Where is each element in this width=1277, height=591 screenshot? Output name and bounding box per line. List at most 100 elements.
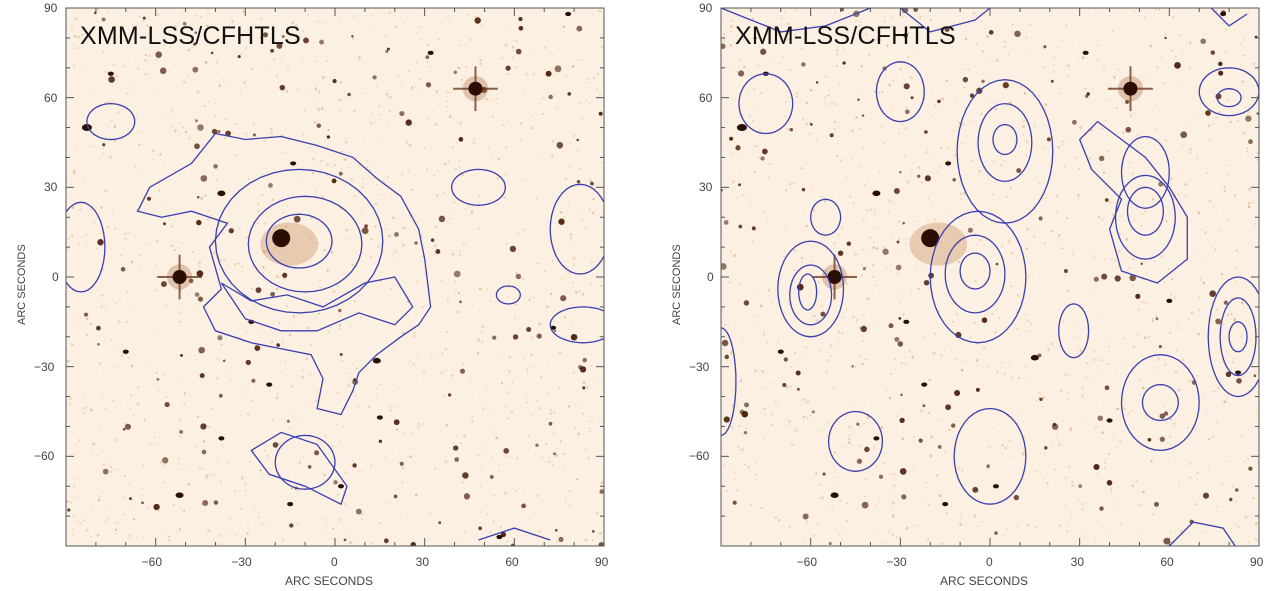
source	[1225, 371, 1232, 378]
source	[438, 215, 446, 223]
source	[339, 353, 343, 356]
source	[899, 468, 907, 475]
source	[924, 175, 931, 182]
source	[986, 464, 990, 468]
source	[560, 295, 567, 302]
source	[795, 370, 801, 376]
source	[743, 431, 748, 435]
source	[1037, 353, 1042, 358]
contour-line	[1141, 383, 1179, 422]
y-tick-label: 0	[52, 270, 59, 284]
contour-line	[899, 8, 991, 33]
source	[180, 353, 183, 357]
source	[218, 393, 223, 398]
source	[202, 499, 209, 507]
source	[386, 47, 390, 51]
source	[1039, 397, 1043, 402]
contour-line	[450, 168, 507, 206]
source	[995, 262, 999, 266]
bright-galaxy	[372, 357, 381, 364]
source	[1014, 30, 1021, 38]
y-tick-label: −60	[689, 449, 710, 464]
source	[279, 84, 286, 91]
source	[801, 187, 806, 192]
source	[1013, 494, 1020, 501]
source	[815, 81, 819, 84]
source	[399, 461, 404, 466]
source	[903, 32, 909, 38]
contour-line	[1168, 521, 1236, 546]
source	[918, 438, 923, 443]
source	[590, 181, 594, 186]
source	[981, 317, 988, 324]
y-tick-label: 30	[699, 180, 713, 195]
source	[102, 143, 106, 147]
source	[182, 21, 187, 26]
contour-line	[721, 327, 737, 437]
source	[783, 357, 788, 362]
source	[326, 135, 331, 139]
source	[201, 449, 207, 455]
source	[553, 452, 556, 456]
source	[447, 393, 452, 397]
source	[96, 325, 101, 331]
bright-galaxy	[1220, 11, 1227, 17]
source	[314, 450, 320, 456]
source	[361, 227, 369, 235]
contour-line	[1114, 174, 1176, 260]
source	[188, 278, 194, 284]
source	[1235, 488, 1239, 492]
source	[1135, 293, 1141, 299]
source	[268, 183, 273, 188]
contour-line	[478, 527, 551, 541]
source	[721, 263, 727, 270]
source	[1253, 374, 1257, 378]
x-tick-label: 90	[595, 555, 609, 569]
source	[210, 51, 214, 55]
source	[558, 218, 565, 225]
bright-galaxy	[496, 534, 503, 540]
source	[162, 457, 169, 464]
source	[732, 500, 737, 505]
source	[842, 61, 846, 65]
source	[972, 486, 979, 493]
source	[458, 137, 464, 142]
source	[1229, 497, 1233, 502]
source	[293, 215, 301, 223]
source	[893, 188, 900, 194]
source	[862, 267, 866, 271]
source	[753, 36, 757, 40]
y-tick-label: 90	[44, 1, 58, 15]
bright-galaxy	[872, 190, 881, 197]
plot-frame	[720, 7, 1260, 547]
source	[160, 281, 167, 288]
x-tick-label: 60	[1160, 555, 1174, 569]
y-tick-label: −30	[689, 359, 710, 374]
bright-galaxy	[873, 436, 880, 441]
x-tick-label: −30	[886, 555, 907, 569]
source	[393, 494, 398, 499]
source	[1044, 446, 1048, 450]
source	[122, 427, 126, 431]
source	[840, 8, 844, 12]
bright-galaxy	[217, 190, 226, 197]
source	[924, 130, 928, 134]
source	[251, 378, 256, 383]
source	[545, 70, 552, 77]
source	[857, 98, 860, 101]
source	[1046, 137, 1051, 142]
source	[923, 279, 930, 286]
source	[1125, 126, 1132, 133]
source	[338, 308, 342, 313]
source	[810, 123, 813, 126]
sky-field-left	[66, 8, 604, 546]
source	[414, 241, 418, 245]
source	[338, 171, 343, 176]
source	[1248, 466, 1253, 471]
contour-line	[1228, 321, 1248, 353]
source	[1180, 131, 1188, 139]
source	[894, 336, 900, 342]
source	[276, 343, 280, 347]
source	[860, 325, 867, 333]
source	[536, 333, 542, 339]
